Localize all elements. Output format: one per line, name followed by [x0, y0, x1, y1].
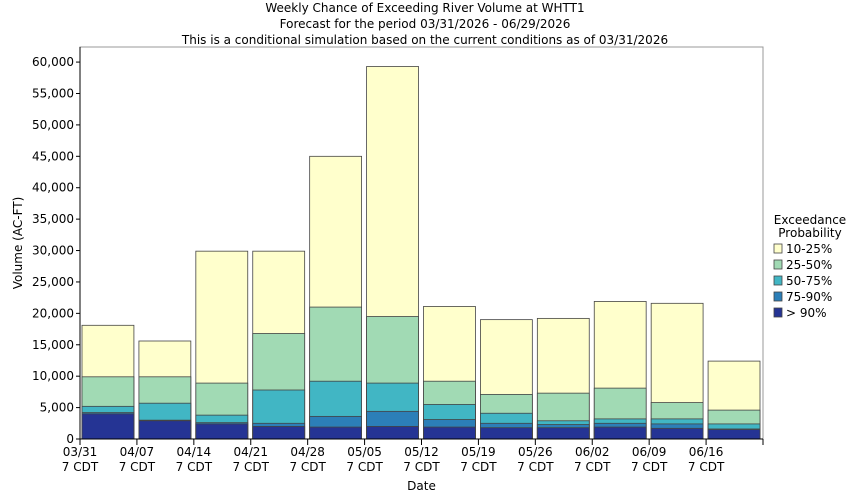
y-tick-label: 0 — [66, 432, 74, 446]
y-tick-label: 25,000 — [32, 275, 74, 289]
legend-title: Probability — [778, 226, 841, 240]
bar — [252, 426, 306, 440]
y-tick-label: 45,000 — [32, 149, 74, 163]
chart-title: Weekly Chance of Exceeding River Volume … — [265, 1, 584, 15]
bar — [138, 420, 192, 440]
x-tick-date: 03/31 — [63, 445, 98, 459]
x-tick-date: 05/26 — [518, 445, 553, 459]
x-tick-date: 04/07 — [120, 445, 155, 459]
x-tick-date: 05/19 — [461, 445, 496, 459]
x-tick-label: 05/12 7 CDT — [403, 445, 440, 474]
x-tick-time: 7 CDT — [460, 460, 497, 474]
bar — [707, 429, 761, 440]
x-tick-date: 06/09 — [632, 445, 667, 459]
bar — [309, 426, 362, 440]
chart-title: This is a conditional simulation based o… — [181, 33, 668, 47]
x-tick-time: 7 CDT — [62, 460, 99, 474]
legend-swatch — [773, 275, 783, 286]
chart-title: Forecast for the period 03/31/2026 - 06/… — [280, 17, 571, 31]
y-axis-label: Volume (AC-FT) — [11, 197, 25, 290]
bar — [81, 413, 135, 440]
x-tick-label: 05/26 7 CDT — [517, 445, 554, 474]
y-tick-label: 10,000 — [32, 369, 74, 383]
x-tick-label: 04/14 7 CDT — [176, 445, 213, 474]
y-tick-label: 15,000 — [32, 338, 74, 352]
bar — [593, 426, 647, 440]
legend-swatch — [773, 259, 783, 270]
x-tick-label: 06/09 7 CDT — [631, 445, 668, 474]
x-tick-time: 7 CDT — [119, 460, 156, 474]
plot-area — [79, 46, 764, 440]
bar — [423, 426, 476, 440]
y-tick-label: 55,000 — [32, 86, 74, 100]
x-tick-date: 06/16 — [689, 445, 724, 459]
x-tick-time: 7 CDT — [289, 460, 326, 474]
x-axis-label: Date — [407, 479, 436, 493]
x-tick-date: 05/12 — [404, 445, 439, 459]
bar — [650, 427, 704, 440]
legend-swatch — [773, 243, 783, 254]
legend-label: 10-25% — [786, 242, 832, 256]
x-tick-time: 7 CDT — [233, 460, 270, 474]
y-tick-label: 50,000 — [32, 118, 74, 132]
y-tick-label: 30,000 — [32, 244, 74, 258]
x-tick-label: 06/02 7 CDT — [574, 445, 611, 474]
x-tick-label: 03/31 7 CDT — [62, 445, 99, 474]
x-tick-time: 7 CDT — [574, 460, 611, 474]
bar — [195, 423, 249, 440]
x-tick-label: 06/16 7 CDT — [688, 445, 725, 474]
bar — [366, 426, 419, 440]
x-tick-time: 7 CDT — [176, 460, 213, 474]
x-tick-time: 7 CDT — [346, 460, 383, 474]
legend-swatch — [773, 291, 783, 302]
x-tick-label: 04/07 7 CDT — [119, 445, 156, 474]
x-tick-label: 04/21 7 CDT — [233, 445, 270, 474]
x-tick-label: 04/28 7 CDT — [289, 445, 326, 474]
y-tick-label: 20,000 — [32, 306, 74, 320]
y-tick-label: 40,000 — [32, 181, 74, 195]
legend-label: 50-75% — [786, 274, 832, 288]
x-tick-label: 05/05 7 CDT — [346, 445, 383, 474]
legend-label: 25-50% — [786, 258, 832, 272]
x-tick-date: 04/21 — [233, 445, 268, 459]
x-tick-time: 7 CDT — [403, 460, 440, 474]
x-tick-date: 06/02 — [575, 445, 610, 459]
legend-label: > 90% — [786, 306, 827, 320]
x-tick-date: 04/28 — [290, 445, 325, 459]
x-tick-time: 7 CDT — [688, 460, 725, 474]
y-tick-label: 35,000 — [32, 212, 74, 226]
x-tick-date: 04/14 — [177, 445, 212, 459]
legend-label: 75-90% — [786, 290, 832, 304]
y-tick-label: 60,000 — [32, 55, 74, 69]
legend-title: Exceedance — [774, 213, 846, 227]
legend-swatch — [773, 307, 783, 318]
bar — [536, 427, 590, 440]
x-tick-label: 05/19 7 CDT — [460, 445, 497, 474]
x-tick-time: 7 CDT — [517, 460, 554, 474]
y-tick-label: 5,000 — [40, 401, 74, 415]
x-tick-time: 7 CDT — [631, 460, 668, 474]
bar — [480, 427, 533, 440]
x-tick-date: 05/05 — [347, 445, 382, 459]
